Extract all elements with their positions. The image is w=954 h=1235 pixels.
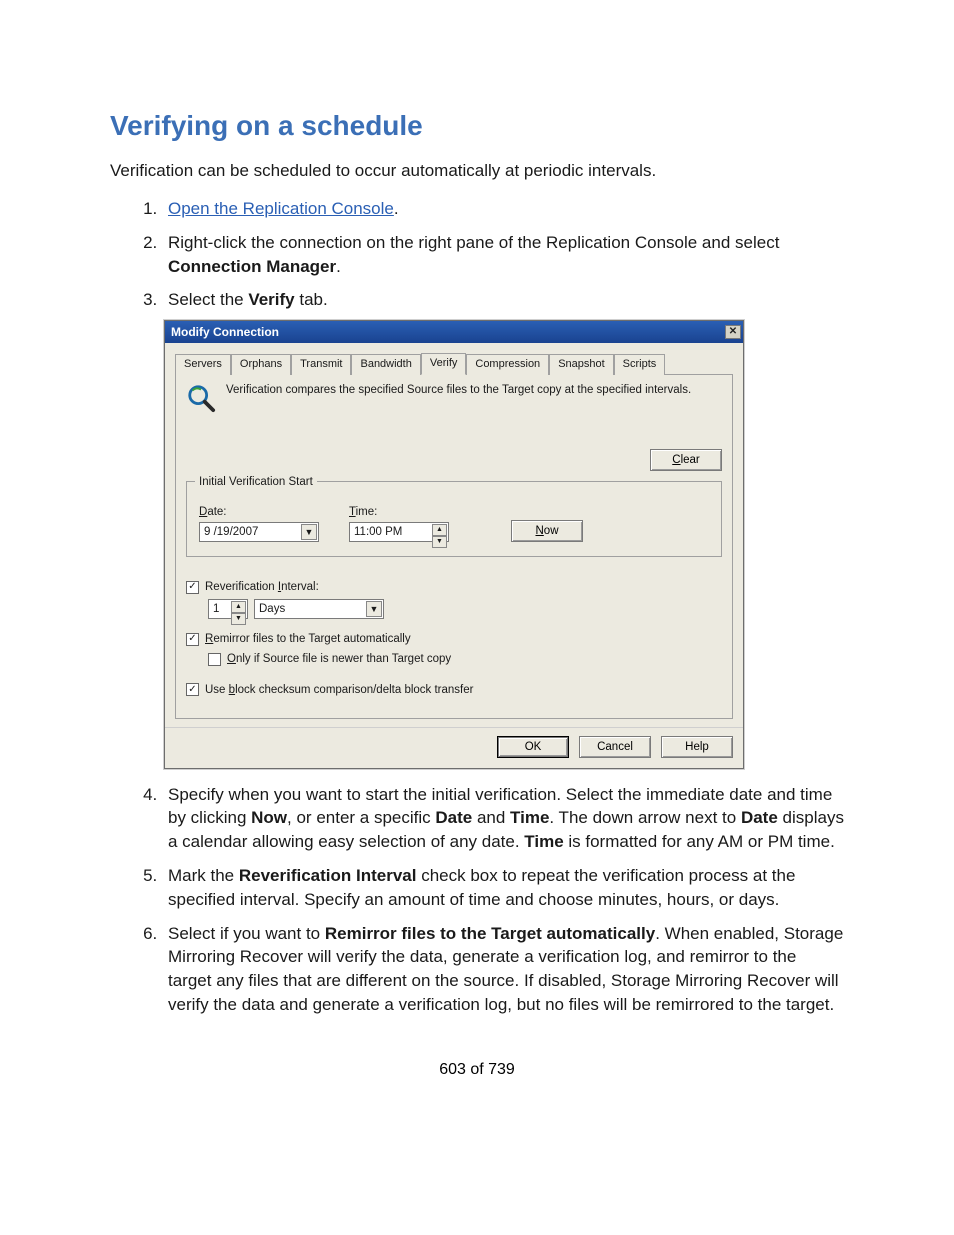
unit-dropdown-icon[interactable]: ▼ [366,601,382,617]
step1-tail: . [394,199,399,218]
description-row: Verification compares the specified Sour… [186,383,722,413]
step-1: Open the Replication Console. [162,197,844,221]
s4d: Date [435,808,472,827]
date-label-rest: ate: [207,506,226,518]
interval-unit: Days [259,601,285,617]
now-label: ow [544,525,559,537]
onlyif-checkbox[interactable] [208,653,221,666]
fieldset-legend: Initial Verification Start [195,474,317,490]
s4b: Now [251,808,287,827]
time-field[interactable]: 11:00 PM ▲▼ [349,522,449,542]
spin-down-icon[interactable]: ▼ [432,536,447,548]
s3a: Select the [168,290,248,309]
tab-servers[interactable]: Servers [175,354,231,375]
s4k: is formatted for any AM or PM time. [564,832,835,851]
help-button[interactable]: Help [661,736,733,758]
interval-input-row: 1 ▲▼ Days ▼ [208,599,722,619]
tab-scripts[interactable]: Scripts [614,354,666,375]
step-4: Specify when you want to start the initi… [162,783,844,854]
interval-value-field[interactable]: 1 ▲▼ [208,599,248,619]
time-label: Time: [349,504,449,520]
now-button[interactable]: Now [511,520,583,542]
dialog-body: Servers Orphans Transmit Bandwidth Verif… [165,343,743,726]
tab-transmit[interactable]: Transmit [291,354,351,375]
date-time-row: Date: 9 /19/2007 ▼ Time: [199,504,709,542]
magnifier-icon [186,383,216,413]
s4e: and [472,808,510,827]
spin-up-icon[interactable]: ▲ [432,524,447,536]
s2c: . [336,257,341,276]
tab-bandwidth[interactable]: Bandwidth [351,354,420,375]
dialog-footer: OK Cancel Help [165,727,743,768]
s4j: Time [524,832,563,851]
initial-verification-fieldset: Initial Verification Start Date: 9 /19/2… [186,481,722,557]
s4g: . The down arrow next to [549,808,741,827]
date-dropdown-icon[interactable]: ▼ [301,524,317,540]
s3b: Verify [248,290,294,309]
onlyif-row: Only if Source file is newer than Target… [208,651,722,667]
verify-tab-panel: Verification compares the specified Sour… [175,375,733,718]
dialog-titlebar: Modify Connection ✕ [165,321,743,343]
step-5: Mark the Reverification Interval check b… [162,864,844,912]
interval-value: 1 [213,601,219,617]
s2a: Right-click the connection on the right … [168,233,779,252]
document-page: Verifying on a schedule Verification can… [0,0,954,1119]
s2b: Connection Manager [168,257,336,276]
remirror-row: ✓ Remirror files to the Target automatic… [186,631,722,647]
onlyif-label: Only if Source file is newer than Target… [227,651,451,667]
time-spinner[interactable]: ▲▼ [432,524,447,540]
s4c: , or enter a specific [287,808,435,827]
checksum-label: Use block checksum comparison/delta bloc… [205,682,473,698]
steps-list: Open the Replication Console. Right-clic… [110,197,844,1017]
tab-snapshot[interactable]: Snapshot [549,354,613,375]
s4h: Date [741,808,778,827]
date-field[interactable]: 9 /19/2007 ▼ [199,522,319,542]
intro-paragraph: Verification can be scheduled to occur a… [110,160,844,183]
clear-label: lear [681,454,700,466]
now-col: Now [479,520,583,542]
s6b: Remirror files to the Target automatical… [325,924,655,943]
page-title: Verifying on a schedule [110,110,844,142]
step-2: Right-click the connection on the right … [162,231,844,279]
tab-strip: Servers Orphans Transmit Bandwidth Verif… [175,353,733,375]
tab-compression[interactable]: Compression [466,354,549,375]
reverify-checkbox[interactable]: ✓ [186,581,199,594]
s5a: Mark the [168,866,239,885]
spin-up-icon[interactable]: ▲ [231,601,246,613]
spin-down-icon[interactable]: ▼ [231,613,246,625]
time-value: 11:00 PM [354,524,402,540]
interval-spinner[interactable]: ▲▼ [231,601,246,617]
tab-verify[interactable]: Verify [421,353,467,375]
ok-button[interactable]: OK [497,736,569,758]
time-col: Time: 11:00 PM ▲▼ [349,504,449,542]
reverify-label: Reverification Interval: [205,579,319,595]
checksum-row: ✓ Use block checksum comparison/delta bl… [186,682,722,698]
dialog-title-text: Modify Connection [171,324,279,341]
date-label: Date: [199,504,319,520]
modify-connection-dialog: Modify Connection ✕ Servers Orphans Tran… [164,320,744,768]
clear-button[interactable]: Clear [650,449,722,471]
step-3: Select the Verify tab. Modify Connection… [162,288,844,768]
verify-description: Verification compares the specified Sour… [226,383,691,398]
checksum-checkbox[interactable]: ✓ [186,683,199,696]
clear-button-row: Clear [186,449,722,471]
close-icon[interactable]: ✕ [725,325,741,339]
reverify-row: ✓ Reverification Interval: [186,579,722,595]
step-6: Select if you want to Remirror files to … [162,922,844,1017]
date-col: Date: 9 /19/2007 ▼ [199,504,319,542]
dialog-screenshot: Modify Connection ✕ Servers Orphans Tran… [164,320,844,768]
s3c: tab. [295,290,328,309]
time-label-rest: ime: [356,506,378,518]
cancel-button[interactable]: Cancel [579,736,651,758]
remirror-label: Remirror files to the Target automatical… [205,631,411,647]
page-number: 603 of 739 [110,1061,844,1079]
date-value: 9 /19/2007 [204,524,258,540]
remirror-checkbox[interactable]: ✓ [186,633,199,646]
tab-orphans[interactable]: Orphans [231,354,291,375]
s6a: Select if you want to [168,924,325,943]
interval-unit-field[interactable]: Days ▼ [254,599,384,619]
open-console-link[interactable]: Open the Replication Console [168,199,394,218]
s5b: Reverification Interval [239,866,417,885]
s4f: Time [510,808,549,827]
